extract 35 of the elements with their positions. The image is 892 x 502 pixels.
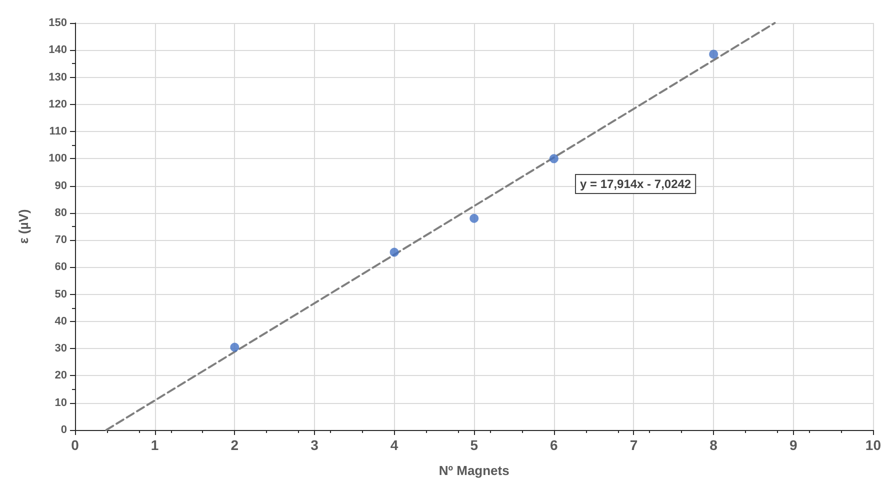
x-tick-label: 9 xyxy=(789,437,798,453)
y-tick-label: 150 xyxy=(48,17,67,29)
x-tick-label: 8 xyxy=(710,437,718,453)
point xyxy=(709,50,718,59)
y-tick-label: 40 xyxy=(54,315,67,328)
x-tick-label: 6 xyxy=(550,437,558,453)
annotation: y = 17,914x - 7,0242 xyxy=(580,177,692,191)
y-tick-label: 30 xyxy=(54,342,67,355)
y-tick-label: 80 xyxy=(54,206,67,219)
x-tick-label: 5 xyxy=(470,437,478,453)
y-tick-label: 70 xyxy=(54,234,67,246)
x-tick-label: 7 xyxy=(630,437,638,453)
x-tick-label: 2 xyxy=(230,437,239,453)
point xyxy=(230,342,240,352)
y-tick-label: 0 xyxy=(60,424,67,436)
y-tick-label: 10 xyxy=(54,396,67,409)
y-tick-label: 140 xyxy=(48,44,67,56)
x-tick-label: 4 xyxy=(390,437,398,453)
x-tick-label: 1 xyxy=(150,437,159,453)
point xyxy=(470,214,479,223)
y-tick-label: 130 xyxy=(48,71,67,84)
point xyxy=(390,248,399,257)
x-tick-label: 0 xyxy=(71,437,80,453)
y-tick-label: 60 xyxy=(54,261,67,274)
y-tick-label: 120 xyxy=(48,98,67,110)
x-axis-title: Nº Magnets xyxy=(438,463,510,478)
x-tick-label: 10 xyxy=(865,437,882,453)
y-tick-label: 100 xyxy=(48,152,67,165)
point xyxy=(549,154,558,164)
y-tick-label: 20 xyxy=(54,370,67,382)
x-tick-label: 3 xyxy=(310,437,319,453)
y-tick-label: 50 xyxy=(54,288,67,300)
y-tick-label: 110 xyxy=(49,126,67,138)
y-tick-label: 90 xyxy=(54,180,67,192)
y-axis-title: ε (µV) xyxy=(16,209,31,244)
